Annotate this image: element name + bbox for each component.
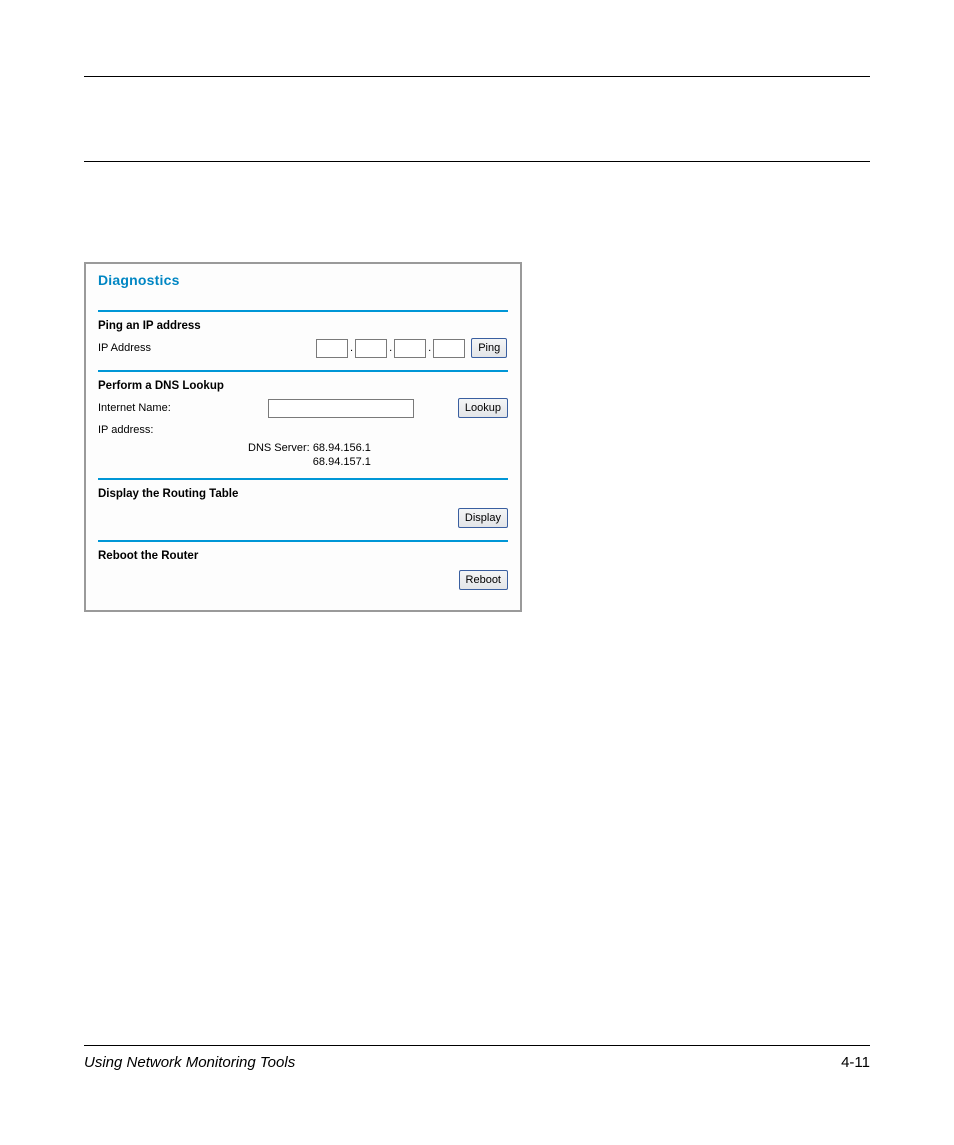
routing-button-row: Display (98, 508, 508, 528)
section-divider (98, 540, 508, 542)
page: Diagnostics Ping an IP address IP Addres… (84, 0, 870, 1145)
panel-title: Diagnostics (98, 272, 508, 310)
ip-octet-3[interactable] (394, 339, 426, 358)
ping-row: IP Address . . . Ping (98, 338, 508, 358)
ping-section-label: Ping an IP address (98, 320, 508, 332)
dns-section-label: Perform a DNS Lookup (98, 380, 508, 392)
display-button[interactable]: Display (458, 508, 508, 528)
second-rule (84, 161, 870, 162)
reboot-section-label: Reboot the Router (98, 550, 508, 562)
routing-section-label: Display the Routing Table (98, 488, 508, 500)
ip-octet-group: . . . (316, 339, 465, 358)
internet-name-label: Internet Name: (98, 402, 268, 414)
footer-row: Using Network Monitoring Tools 4-11 (84, 1054, 870, 1071)
ip-address-label: IP Address (98, 342, 268, 354)
reboot-button-row: Reboot (98, 570, 508, 590)
footer-rule (84, 1045, 870, 1046)
section-divider (98, 310, 508, 312)
lookup-button[interactable]: Lookup (458, 398, 508, 418)
ip-octet-1[interactable] (316, 339, 348, 358)
page-footer: Using Network Monitoring Tools 4-11 (84, 1045, 870, 1071)
ip-dot: . (348, 342, 355, 354)
internet-name-row: Internet Name: Lookup (98, 398, 508, 418)
footer-left: Using Network Monitoring Tools (84, 1054, 295, 1071)
section-divider (98, 370, 508, 372)
ip-dot: . (426, 342, 433, 354)
diagnostics-panel: Diagnostics Ping an IP address IP Addres… (84, 262, 522, 612)
top-rule (84, 76, 870, 77)
dns-ip-label: IP address: (98, 424, 268, 436)
internet-name-input[interactable] (268, 399, 414, 418)
dns-server-label: DNS Server: (248, 442, 310, 454)
dns-server-1: 68.94.156.1 (313, 442, 371, 454)
dns-server-2: 68.94.157.1 (313, 456, 371, 468)
dns-server-block: DNS Server: 68.94.156.1 DNS Server: 68.9… (248, 442, 508, 470)
ip-octet-2[interactable] (355, 339, 387, 358)
dns-ip-row: IP address: (98, 424, 508, 436)
ip-dot: . (387, 342, 394, 354)
ping-button[interactable]: Ping (471, 338, 507, 358)
reboot-button[interactable]: Reboot (459, 570, 508, 590)
panel-container: Diagnostics Ping an IP address IP Addres… (84, 262, 870, 612)
ip-octet-4[interactable] (433, 339, 465, 358)
page-number: 4-11 (841, 1054, 870, 1071)
section-divider (98, 478, 508, 480)
